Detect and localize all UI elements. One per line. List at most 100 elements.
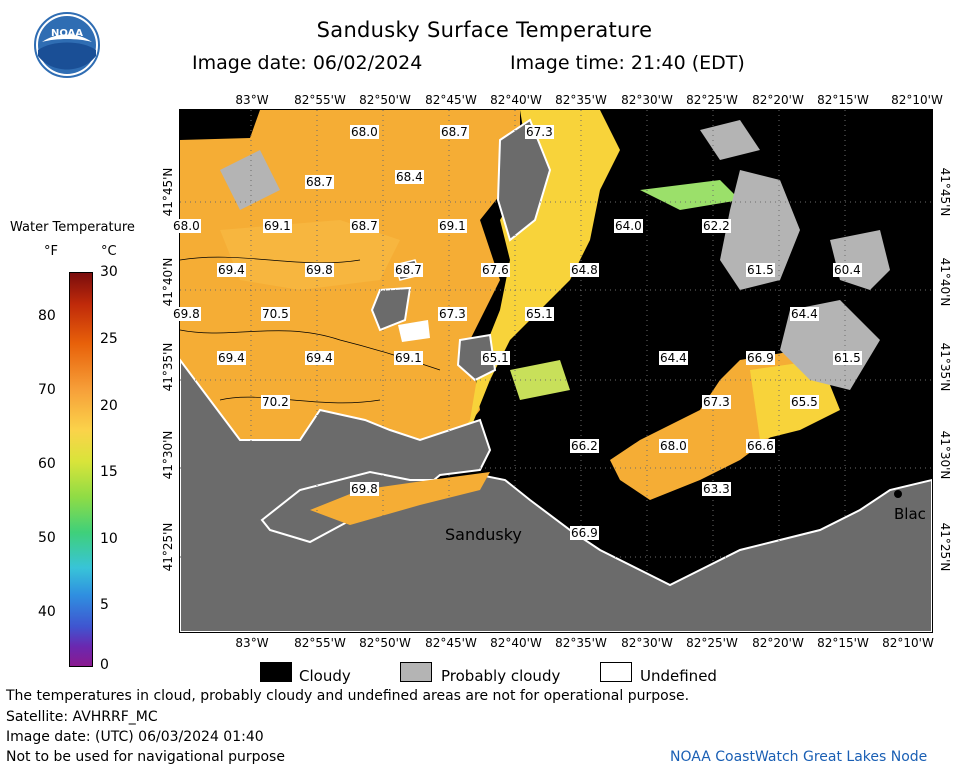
lon-label-top: 82°35'W (555, 93, 607, 107)
temperature-label: 66.9 (570, 526, 599, 540)
key-undefined-label: Undefined (640, 667, 717, 685)
legend-c-tick: 25 (100, 331, 118, 347)
temperature-label: 66.9 (746, 351, 775, 365)
temperature-label: 68.0 (350, 125, 379, 139)
lon-label-top: 82°50'W (359, 93, 411, 107)
temperature-label: 60.4 (833, 263, 862, 277)
temperature-label: 69.1 (438, 219, 467, 233)
lon-label-bottom: 82°15'W (817, 636, 869, 650)
image-time: Image time: 21:40 (EDT) (510, 52, 745, 74)
legend-f-tick: 60 (38, 456, 56, 472)
lat-label-right: 41°35'N (938, 342, 952, 392)
lon-label-bottom: 82°25'W (686, 636, 738, 650)
lon-label-top: 82°45'W (425, 93, 477, 107)
lat-label-left: 41°40'N (161, 257, 175, 307)
legend-c-tick: 20 (100, 398, 118, 414)
place-label-blac: Blac (894, 505, 926, 523)
lat-label-left: 41°35'N (161, 342, 175, 392)
temperature-label: 69.8 (305, 263, 334, 277)
land-south (180, 358, 932, 632)
map-canvas (180, 110, 932, 632)
temperature-label: 64.0 (614, 219, 643, 233)
temperature-label: 70.5 (261, 307, 290, 321)
legend-c-tick: 0 (100, 657, 109, 673)
legend-f-tick: 80 (38, 308, 56, 324)
key-undefined-swatch (600, 662, 632, 682)
lon-label-bottom: 82°30'W (621, 636, 673, 650)
lat-label-right: 41°40'N (938, 257, 952, 307)
temperature-label: 68.7 (350, 219, 379, 233)
temperature-label: 68.0 (172, 219, 201, 233)
noaa-logo: NOAA (34, 12, 100, 78)
temperature-label: 64.4 (790, 307, 819, 321)
temperature-label: 68.7 (305, 175, 334, 189)
temperature-label: 61.5 (833, 351, 862, 365)
key-probably-cloudy-label: Probably cloudy (441, 667, 561, 685)
temperature-label: 64.8 (570, 263, 599, 277)
legend-unit-c: °C (101, 244, 117, 259)
legend-title: Water Temperature (10, 220, 135, 235)
legend-c-tick: 10 (100, 531, 118, 547)
lon-label-top: 82°30'W (621, 93, 673, 107)
lon-label-bottom: 82°10'W (882, 636, 934, 650)
disclaimer: The temperatures in cloud, probably clou… (6, 688, 690, 704)
utc-date: Image date: (UTC) 06/03/2024 01:40 (6, 729, 264, 745)
lon-label-top: 82°15'W (817, 93, 869, 107)
lat-label-right: 41°25'N (938, 522, 952, 572)
lon-label-top: 82°40'W (490, 93, 542, 107)
lon-label-bottom: 82°45'W (425, 636, 477, 650)
temperature-label: 69.8 (172, 307, 201, 321)
place-label-sandusky: Sandusky (445, 525, 522, 544)
water-west (180, 110, 520, 460)
legend-f-tick: 70 (38, 382, 56, 398)
lat-label-right: 41°30'N (938, 430, 952, 480)
image-date: Image date: 06/02/2024 (192, 52, 423, 74)
temperature-label: 67.3 (525, 125, 554, 139)
temperature-label: 69.1 (394, 351, 423, 365)
satellite: Satellite: AVHRRF_MC (6, 709, 158, 725)
temperature-label: 68.7 (440, 125, 469, 139)
lon-label-top: 82°55'W (294, 93, 346, 107)
legend-c-tick: 15 (100, 464, 118, 480)
legend-c-tick: 30 (100, 264, 118, 280)
lon-label-bottom: 82°50'W (359, 636, 411, 650)
key-probably-cloudy-swatch (400, 662, 432, 682)
lat-label-left: 41°25'N (161, 522, 175, 572)
temperature-label: 69.1 (263, 219, 292, 233)
temperature-label: 67.3 (438, 307, 467, 321)
lon-label-bottom: 82°35'W (555, 636, 607, 650)
lon-label-bottom: 82°40'W (490, 636, 542, 650)
temperature-label: 69.8 (350, 482, 379, 496)
temperature-label: 65.1 (481, 351, 510, 365)
temperature-label: 69.4 (305, 351, 334, 365)
page-title: Sandusky Surface Temperature (316, 18, 653, 42)
temperature-label: 66.2 (570, 439, 599, 453)
legend-unit-f: °F (44, 244, 58, 259)
credit[interactable]: NOAA CoastWatch Great Lakes Node (670, 749, 928, 765)
lon-label-bottom: 83°W (235, 636, 269, 650)
temperature-label: 68.7 (394, 263, 423, 277)
temperature-label: 66.6 (746, 439, 775, 453)
temperature-label: 69.4 (217, 351, 246, 365)
temperature-label: 70.2 (261, 395, 290, 409)
temperature-label: 63.3 (702, 482, 731, 496)
legend-f-tick: 50 (38, 530, 56, 546)
temperature-label: 64.4 (659, 351, 688, 365)
map-frame (179, 109, 933, 633)
lon-label-top: 82°10'W (891, 93, 943, 107)
lon-label-top: 82°20'W (752, 93, 804, 107)
lat-label-right: 41°45'N (938, 167, 952, 217)
temperature-label: 65.1 (525, 307, 554, 321)
temperature-label: 69.4 (217, 263, 246, 277)
noaa-logo-text: NOAA (51, 28, 83, 39)
legend-c-tick: 5 (100, 597, 109, 613)
lon-label-bottom: 82°20'W (752, 636, 804, 650)
lat-label-left: 41°30'N (161, 430, 175, 480)
temperature-label: 67.3 (702, 395, 731, 409)
temperature-label: 68.4 (395, 170, 424, 184)
key-cloudy-label: Cloudy (299, 667, 351, 685)
color-bar (69, 272, 93, 667)
temperature-label: 61.5 (746, 263, 775, 277)
temperature-label: 68.0 (659, 439, 688, 453)
temperature-label: 65.5 (790, 395, 819, 409)
